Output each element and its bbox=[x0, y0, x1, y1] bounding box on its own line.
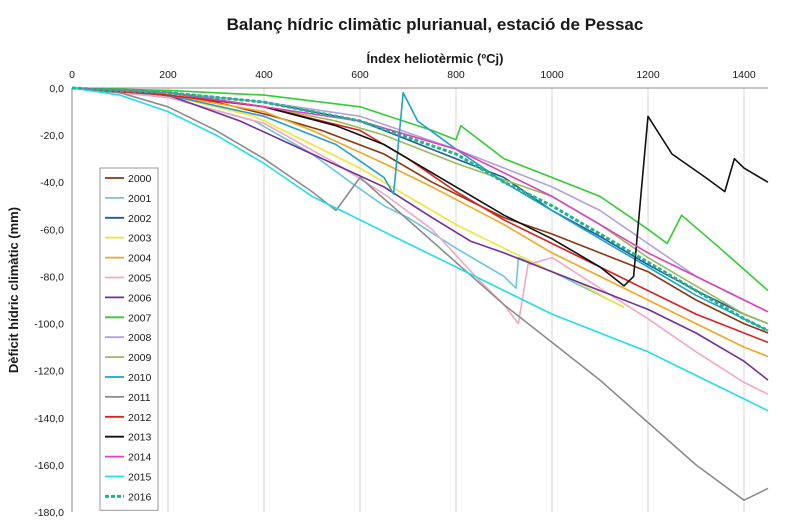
legend-label-2000: 2000 bbox=[128, 173, 152, 185]
x-tick-label: 1000 bbox=[540, 69, 564, 81]
series-line-2016 bbox=[71, 86, 769, 332]
x-tick-label: 200 bbox=[159, 69, 177, 81]
series-line-2013 bbox=[71, 87, 769, 287]
legend-label-2001: 2001 bbox=[128, 193, 152, 205]
y-tick-label: -160,0 bbox=[34, 460, 64, 472]
series-line-2010 bbox=[71, 87, 769, 332]
legend-label-2008: 2008 bbox=[128, 332, 152, 344]
y-tick-label: -40,0 bbox=[40, 177, 64, 189]
x-axis-ticks: 0 200 400 600 800 1000 1200 1400 bbox=[69, 69, 756, 81]
legend-box bbox=[99, 167, 159, 511]
chart-title: Balanç hídric climàtic plurianual, estac… bbox=[227, 15, 644, 34]
series-line-2007 bbox=[71, 87, 769, 292]
legend-label-2007: 2007 bbox=[128, 312, 152, 324]
x-tick-label: 400 bbox=[255, 69, 273, 81]
legend-label-2016: 2016 bbox=[128, 491, 152, 503]
series-line-2008 bbox=[71, 87, 769, 313]
x-tick-label: 1200 bbox=[636, 69, 660, 81]
x-tick-label: 600 bbox=[351, 69, 369, 81]
y-tick-label: -140,0 bbox=[34, 413, 64, 425]
y-axis-ticks: 0,0 -20,0 -40,0 -60,0 -80,0 -100,0 -120,0 -140,… bbox=[34, 83, 64, 519]
series-line-2011 bbox=[71, 87, 769, 501]
legend-label-2014: 2014 bbox=[128, 452, 152, 464]
legend-label-2012: 2012 bbox=[128, 412, 152, 424]
series-lines bbox=[71, 86, 769, 501]
x-axis-label: Índex heliotèrmic (ºCj) bbox=[367, 51, 504, 66]
legend-label-2003: 2003 bbox=[128, 233, 152, 245]
series-line-2014 bbox=[71, 87, 769, 313]
legend-label-2013: 2013 bbox=[128, 432, 152, 444]
y-tick-label: -20,0 bbox=[40, 130, 64, 142]
series-line-2006 bbox=[71, 87, 769, 381]
y-tick-label: -60,0 bbox=[40, 224, 64, 236]
y-tick-label: -180,0 bbox=[34, 507, 64, 519]
series-line-2003 bbox=[71, 87, 625, 308]
legend: 2000 2001 2002 2003 2004 2005 2006 2007 2008 2009… bbox=[99, 167, 159, 511]
legend-label-2009: 2009 bbox=[128, 352, 152, 364]
legend-label-2004: 2004 bbox=[128, 253, 152, 265]
x-tick-label: 800 bbox=[447, 69, 465, 81]
legend-label-2015: 2015 bbox=[128, 472, 152, 484]
grid bbox=[71, 88, 745, 512]
series-line-2015 bbox=[71, 87, 769, 412]
y-axis-label: Dèficit hídric climàtic (mm) bbox=[6, 207, 21, 373]
plot-area bbox=[71, 87, 768, 512]
legend-label-2006: 2006 bbox=[128, 292, 152, 304]
legend-label-2005: 2005 bbox=[128, 273, 152, 285]
series-line-2004 bbox=[71, 87, 769, 358]
x-tick-label: 0 bbox=[69, 69, 75, 81]
legend-label-2010: 2010 bbox=[128, 372, 152, 384]
y-tick-label: 0,0 bbox=[49, 83, 64, 95]
legend-label-2002: 2002 bbox=[128, 213, 152, 225]
y-tick-label: -100,0 bbox=[34, 319, 64, 331]
series-line-2005 bbox=[71, 87, 769, 395]
legend-label-2011: 2011 bbox=[128, 392, 151, 404]
y-tick-label: -80,0 bbox=[40, 271, 64, 283]
y-tick-label: -120,0 bbox=[34, 366, 64, 378]
x-tick-label: 1400 bbox=[732, 69, 756, 81]
